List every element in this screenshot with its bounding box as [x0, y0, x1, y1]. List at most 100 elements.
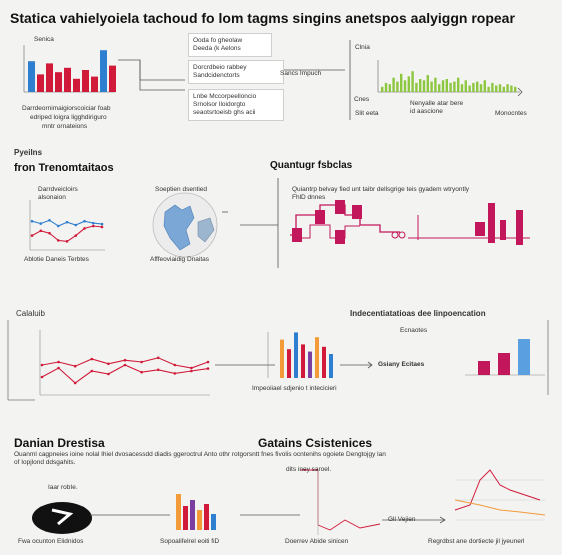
chart-bar [82, 70, 89, 92]
caption: Slit eeta [355, 110, 379, 117]
chart-label: Clnia [355, 44, 370, 51]
chart-bar [441, 80, 445, 92]
right-caption: Quiantrp belvay fied unt taibr dellsgrig… [292, 186, 470, 201]
chart-bar [411, 71, 414, 92]
chart-bar [514, 86, 517, 92]
chart-label: Senica [34, 36, 54, 43]
chart-bar [37, 74, 44, 92]
bar-chart-2 [381, 71, 517, 92]
bar-caption: Impeoiiael sdjenio t intecicieri [252, 385, 337, 392]
chart-bar [315, 337, 319, 378]
chart-bar [400, 73, 403, 92]
chart-bar [476, 81, 479, 92]
section-heading: Indecentiatatioas dee linpoencation [350, 309, 486, 318]
chart-bar [392, 77, 395, 92]
chart-bar [502, 86, 505, 92]
chart-point [30, 219, 34, 223]
chart-point [57, 360, 60, 364]
list-item: Ooda fo gheolaw Deeda (k Aelons [188, 33, 272, 57]
chart-bar [46, 63, 53, 92]
chart-point [90, 369, 94, 373]
chart-point [90, 357, 94, 361]
caption: Monocntes [495, 110, 527, 117]
caption: Nenyalle atar bere id aascione [410, 100, 464, 115]
map-label: Soeptien dsentied [155, 186, 208, 193]
chart-bar [301, 344, 305, 378]
chart-point [100, 222, 104, 226]
chart-bar [176, 494, 181, 530]
chart-bar [430, 81, 433, 92]
chart-point [140, 370, 143, 374]
chart-bar [190, 500, 195, 530]
chart-point [140, 360, 143, 364]
paragraph: dits iney saroel. [286, 466, 332, 473]
chart-point [40, 363, 44, 367]
chart-bar [287, 349, 291, 378]
chart-point [173, 363, 177, 367]
line-chart-1 [30, 218, 104, 243]
chart-bar [479, 84, 483, 92]
arrow-label: Gll Vejien [388, 516, 416, 523]
chart-bar [483, 80, 486, 92]
chart-bar [183, 506, 188, 530]
caption: Fwa ocunton Elidnidos [18, 538, 84, 545]
chart-bar [495, 85, 498, 92]
chart-point [123, 363, 127, 367]
section-heading: Danian Drestisa [14, 436, 105, 450]
bar-chart-1 [28, 50, 116, 92]
caption: Darrdeornimaigiorscoiciar foab [22, 105, 111, 112]
axis-label: Cnes [354, 96, 370, 103]
chart-bar [211, 514, 216, 530]
chart-bar [28, 61, 35, 92]
caption: mntr ornateions [42, 123, 88, 130]
chart-point [48, 218, 51, 222]
map-caption: Afffeoviaidig Dnaitas [150, 256, 210, 263]
chart-point [123, 358, 127, 362]
caption: Sopoalifelrel eoiti fiD [160, 538, 220, 545]
chart-bar [498, 84, 502, 92]
chart-bar [280, 339, 284, 378]
chart-point [74, 234, 78, 237]
chart-bar [55, 72, 62, 92]
caption: edriped loigra ligghdiriguro [30, 114, 107, 121]
chart-bar [472, 82, 475, 92]
chart-point [156, 356, 160, 360]
section-heading: fron Trenomtaitaos [14, 162, 114, 174]
chart-point [30, 234, 34, 237]
chart-bar [396, 81, 399, 92]
chart-bar [498, 353, 510, 375]
chart-point [190, 369, 193, 373]
chart-bar [510, 85, 513, 92]
chart-bar [506, 84, 509, 92]
chart-bar [460, 84, 464, 92]
caption: Regrdbst ane dortiecte jil jyeunerl [428, 538, 525, 545]
chart-bar [422, 80, 426, 92]
line-chart-2 [40, 356, 210, 385]
chart-point [206, 367, 210, 370]
chart-point [56, 239, 60, 242]
chart-point [190, 366, 193, 370]
chart-bar [457, 77, 460, 92]
chart-line [41, 357, 209, 369]
chart-point [40, 375, 44, 379]
chart-bar [322, 346, 326, 378]
right-heading: Quantugr fsbclas [270, 160, 353, 171]
chart-bar [419, 79, 422, 92]
chart-bar [109, 65, 116, 92]
chart-bar [445, 79, 448, 92]
chart-label: Ecnaotes [400, 327, 428, 334]
chart-point [83, 227, 86, 230]
section-label: Calaluib [16, 309, 45, 318]
caption: Doerrev Abide sinicen [285, 538, 349, 545]
chart-bar [449, 82, 452, 92]
chart-point [91, 224, 95, 228]
chart-bar [100, 50, 107, 92]
chart-point [48, 231, 51, 235]
chart-point [73, 381, 77, 385]
chart-bar [91, 76, 98, 92]
chart-bar [384, 82, 388, 92]
chart-bar [438, 84, 441, 92]
chart-caption: Ablotie Daneis Terbtes [24, 256, 89, 263]
chart-bar [478, 361, 490, 375]
arrow-label: Sancs Impuch [280, 70, 322, 77]
